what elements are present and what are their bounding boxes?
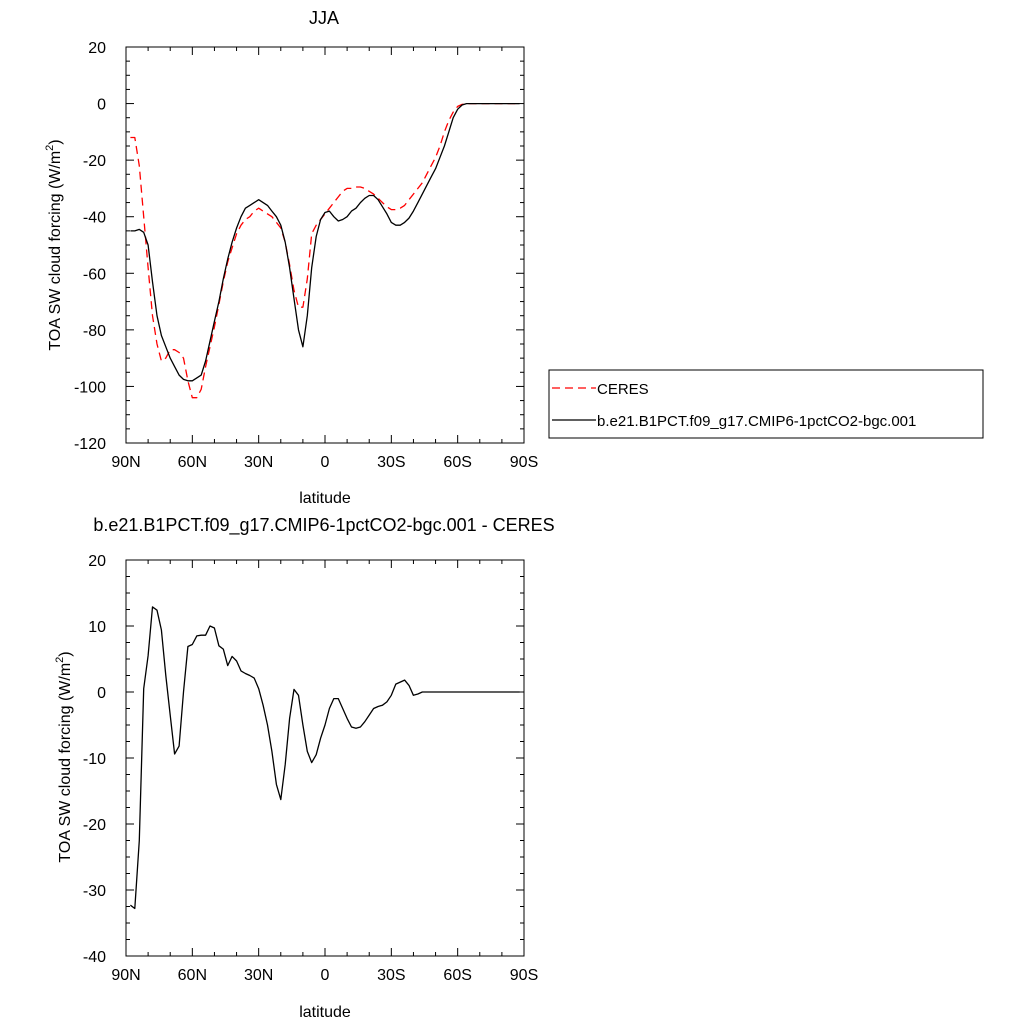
x-tick-label: 90S [510,967,538,984]
legend-label-ceres: CERES [597,381,649,398]
y-tick-label: 0 [97,685,106,702]
y-tick-label: -20 [83,153,106,170]
x-tick-label: 30S [377,454,405,471]
y-tick-label: 10 [88,619,106,636]
legend-box [548,369,984,439]
y-tick-label: 20 [88,40,106,57]
y-tick-label: -60 [83,266,106,283]
series-line-model-top [130,102,520,382]
plot-frame-bottom [125,559,525,957]
y-tick-label: -40 [83,949,106,966]
x-tick-label: 90S [510,454,538,471]
legend-label-model: b.e21.B1PCT.f09_g17.CMIP6-1pctCO2-bgc.00… [597,413,916,430]
y-tick-label: 0 [97,97,106,114]
x-tick-label: 90N [111,454,140,471]
series-line-ceres-top [130,102,520,399]
y-tick-label: -10 [83,751,106,768]
x-tick-label: 30N [244,967,273,984]
chart-title-top: JJA [309,8,339,28]
x-tick-label: 30S [377,967,405,984]
chart-title-bottom: b.e21.B1PCT.f09_g17.CMIP6-1pctCO2-bgc.00… [93,515,554,536]
x-tick-label: 60S [443,967,471,984]
y-tick-label: -100 [74,379,106,396]
x-tick-label: 90N [111,967,140,984]
x-tick-label: 60N [178,967,207,984]
x-tick-label: 60S [443,454,471,471]
legend: CERES b.e21.B1PCT.f09_g17.CMIP6-1pctCO2-… [548,369,984,439]
y-tick-label: -40 [83,210,106,227]
x-axis-label-bottom: latitude [299,1004,351,1021]
plot-frame-top [125,46,525,444]
y-tick-label: -120 [74,436,106,453]
x-tick-label: 30N [244,454,273,471]
x-axis-label-top: latitude [299,490,351,507]
series-line-model-bottom [130,606,520,910]
panel-bottom: b.e21.B1PCT.f09_g17.CMIP6-1pctCO2-bgc.00… [54,515,555,1021]
panel-top: JJA 90N 60N 30N 0 30S 60S 90S 20 0 -20 -40 -60 -80 -1… [44,8,984,507]
x-tick-label: 0 [321,967,330,984]
y-tick-label: -20 [83,817,106,834]
y-tick-label: 20 [88,553,106,570]
x-tick-label: 0 [321,454,330,471]
y-axis-label-bottom: TOA SW cloud forcing (W/m2) [54,651,74,862]
y-axis-label-top: TOA SW cloud forcing (W/m2) [44,139,64,350]
y-tick-label: -80 [83,323,106,340]
y-tick-label: -30 [83,883,106,900]
x-tick-label: 60N [178,454,207,471]
